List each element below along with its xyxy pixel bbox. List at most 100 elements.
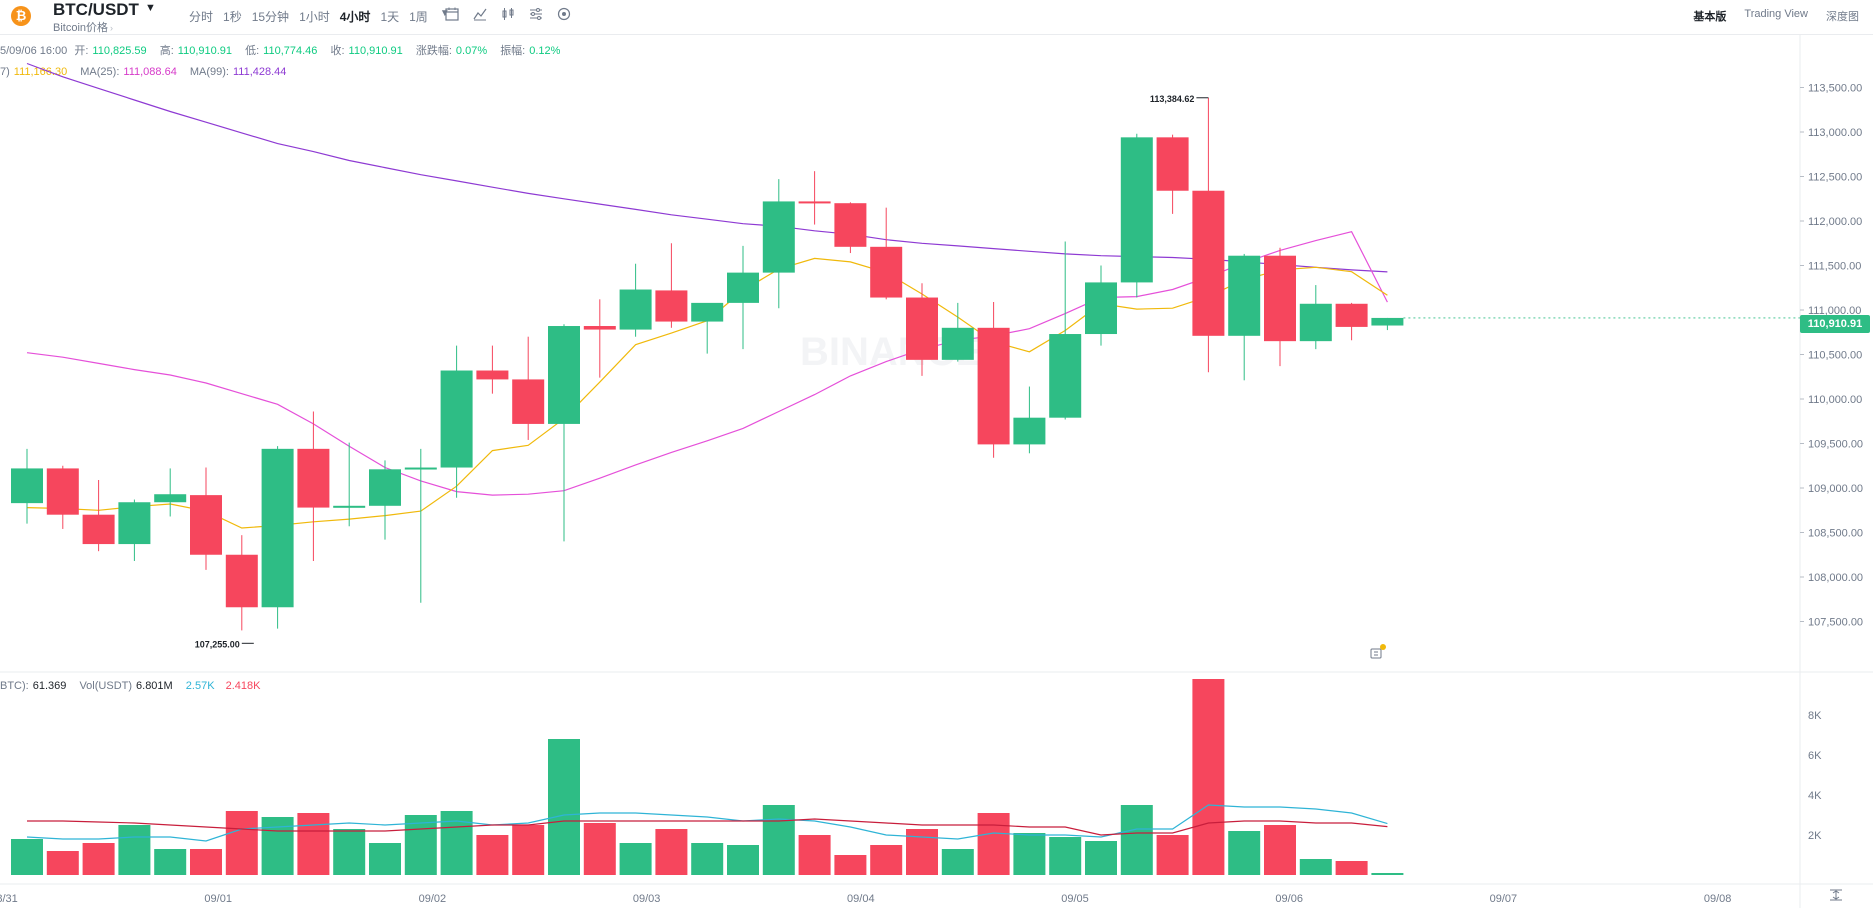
- interval-dropdown-icon[interactable]: ▼: [439, 8, 450, 19]
- volume-bar: [1371, 873, 1404, 875]
- candle-body: [1192, 190, 1225, 336]
- candle-body: [906, 297, 938, 360]
- candle-body: [440, 370, 473, 468]
- ma7-line: [26, 257, 1388, 529]
- volume-bar: [118, 825, 151, 875]
- volume-bar: [548, 739, 580, 875]
- date-tick-label: 09/03: [633, 893, 661, 905]
- fit-zoom-icon[interactable]: [1829, 889, 1843, 901]
- ma25-value: 111,088.64: [123, 66, 177, 78]
- price-tick-label: 108,000.00: [1808, 572, 1863, 584]
- volume-bar: [154, 849, 187, 875]
- view-depth[interactable]: 深度图: [1826, 11, 1859, 23]
- volume-legend: BTC): 61.369 Vol(USDT) 6.801M 2.57K 2.418K: [0, 680, 264, 692]
- price-tick-label: 110,500.00: [1808, 350, 1862, 362]
- view-basic[interactable]: 基本版: [1693, 11, 1727, 23]
- ma99-label: MA(99):: [189, 66, 229, 78]
- ma25-line: [26, 231, 1388, 496]
- candle-body: [977, 327, 1010, 445]
- interval-tab-15m[interactable]: 15分钟: [251, 10, 290, 24]
- candle-body: [225, 554, 258, 608]
- axis-layer: 107,500.00 108,000.00 108,500.00 109,000.00…: [0, 83, 1863, 906]
- interval-tab-1w[interactable]: 1周: [409, 10, 428, 24]
- date-tick-label: 09/06: [1275, 893, 1303, 905]
- ma-layer: [26, 62, 1388, 529]
- volume-bar: [834, 855, 867, 875]
- vol-usdt-label: Vol(USDT): [79, 680, 133, 692]
- volume-bar: [691, 843, 724, 875]
- view-tradingview[interactable]: Trading View: [1744, 8, 1808, 20]
- low-marker-label: 107,255.00: [195, 639, 240, 649]
- interval-tab-1s[interactable]: 1秒: [223, 10, 242, 24]
- price-tick-label: 109,000.00: [1808, 483, 1863, 495]
- symbol-selector[interactable]: BTC/USDT: [53, 0, 139, 19]
- candle-body: [1299, 303, 1332, 342]
- interval-tab-1d[interactable]: 1天: [380, 10, 400, 24]
- candle-body: [941, 327, 974, 360]
- vol-btc-value: 61.369: [32, 680, 67, 692]
- volume-bar: [1120, 805, 1153, 875]
- candle-body: [619, 289, 652, 330]
- ma7-value: 111,166.30: [13, 66, 68, 78]
- date-tick-label: 09/02: [419, 893, 447, 905]
- price-alert-icon[interactable]: [1370, 644, 1386, 660]
- candle-body: [1264, 255, 1296, 342]
- legend-high-value: 110,910.91: [177, 45, 233, 57]
- subtitle-link[interactable]: Bitcoin价格 ›: [53, 19, 113, 35]
- candle-body: [11, 468, 43, 504]
- volume-bar: [1228, 831, 1261, 875]
- vol-ma5-value: 2.57K: [185, 680, 215, 692]
- interval-tab-time[interactable]: 分时: [189, 10, 214, 24]
- price-tick-label: 112,000.00: [1808, 216, 1862, 228]
- volume-bar: [261, 817, 294, 875]
- volume-bar: [369, 843, 401, 875]
- candle-body: [691, 302, 724, 322]
- volume-bar: [1264, 825, 1296, 875]
- price-tick-label: 111,000.00: [1808, 305, 1861, 317]
- target-icon[interactable]: [557, 7, 571, 21]
- ohlc-legend: 5/09/06 16:00 开: 110,825.59 高: 110,910.91 …: [0, 42, 570, 58]
- volume-tick-label: 4K: [1808, 790, 1822, 802]
- volume-bar: [1085, 841, 1117, 875]
- calendar-icon[interactable]: [445, 7, 459, 21]
- volume-bar: [727, 845, 759, 875]
- legend-low-value: 110,774.46: [263, 45, 318, 57]
- volume-bar: [297, 813, 330, 875]
- candle-body: [1156, 137, 1189, 191]
- candle-body: [1335, 303, 1368, 327]
- ma99-line: [26, 62, 1388, 273]
- volume-bar: [583, 823, 616, 875]
- volume-bar: [655, 829, 688, 875]
- legend-open-value: 110,825.59: [92, 45, 147, 57]
- vol-ma10-value: 2.418K: [225, 680, 261, 692]
- volume-bar: [11, 839, 43, 875]
- candle-body: [476, 370, 509, 380]
- candle-body: [261, 448, 294, 608]
- candle-body: [369, 469, 401, 506]
- candle-body: [1049, 334, 1082, 418]
- candle-type-icon[interactable]: [501, 7, 515, 21]
- candle-body: [1371, 317, 1404, 326]
- legend-close-label: 收:: [330, 45, 345, 57]
- price-tick-label: 113,000.00: [1808, 127, 1862, 139]
- interval-tab-1h[interactable]: 1小时: [299, 10, 330, 24]
- candle-body: [1085, 282, 1117, 335]
- interval-tabs: 分时 1秒 15分钟 1小时 4小时 1天 1周 ▼: [189, 8, 464, 25]
- indicator-icon[interactable]: [473, 7, 487, 21]
- chart-tools: [445, 7, 585, 21]
- candle-body: [1228, 255, 1261, 336]
- volume-bar: [1156, 835, 1189, 875]
- candle-body: [583, 326, 616, 330]
- date-tick-label: 09/04: [847, 893, 875, 905]
- candle-body: [727, 272, 759, 303]
- price-tick-label: 112,500.00: [1808, 172, 1862, 184]
- interval-tab-4h[interactable]: 4小时: [339, 10, 371, 24]
- settings-sliders-icon[interactable]: [529, 7, 543, 21]
- top-toolbar: ₿ BTC/USDT ▼ Bitcoin价格 › 分时 1秒 15分钟 1小时 4…: [0, 0, 1873, 35]
- symbol-caret-icon[interactable]: ▼: [145, 2, 156, 14]
- legend-change-label: 涨跌幅:: [415, 45, 452, 57]
- volume-tick-label: 2K: [1808, 830, 1822, 842]
- ma7-label: 7): [0, 66, 10, 78]
- grid-layer: [0, 34, 1873, 908]
